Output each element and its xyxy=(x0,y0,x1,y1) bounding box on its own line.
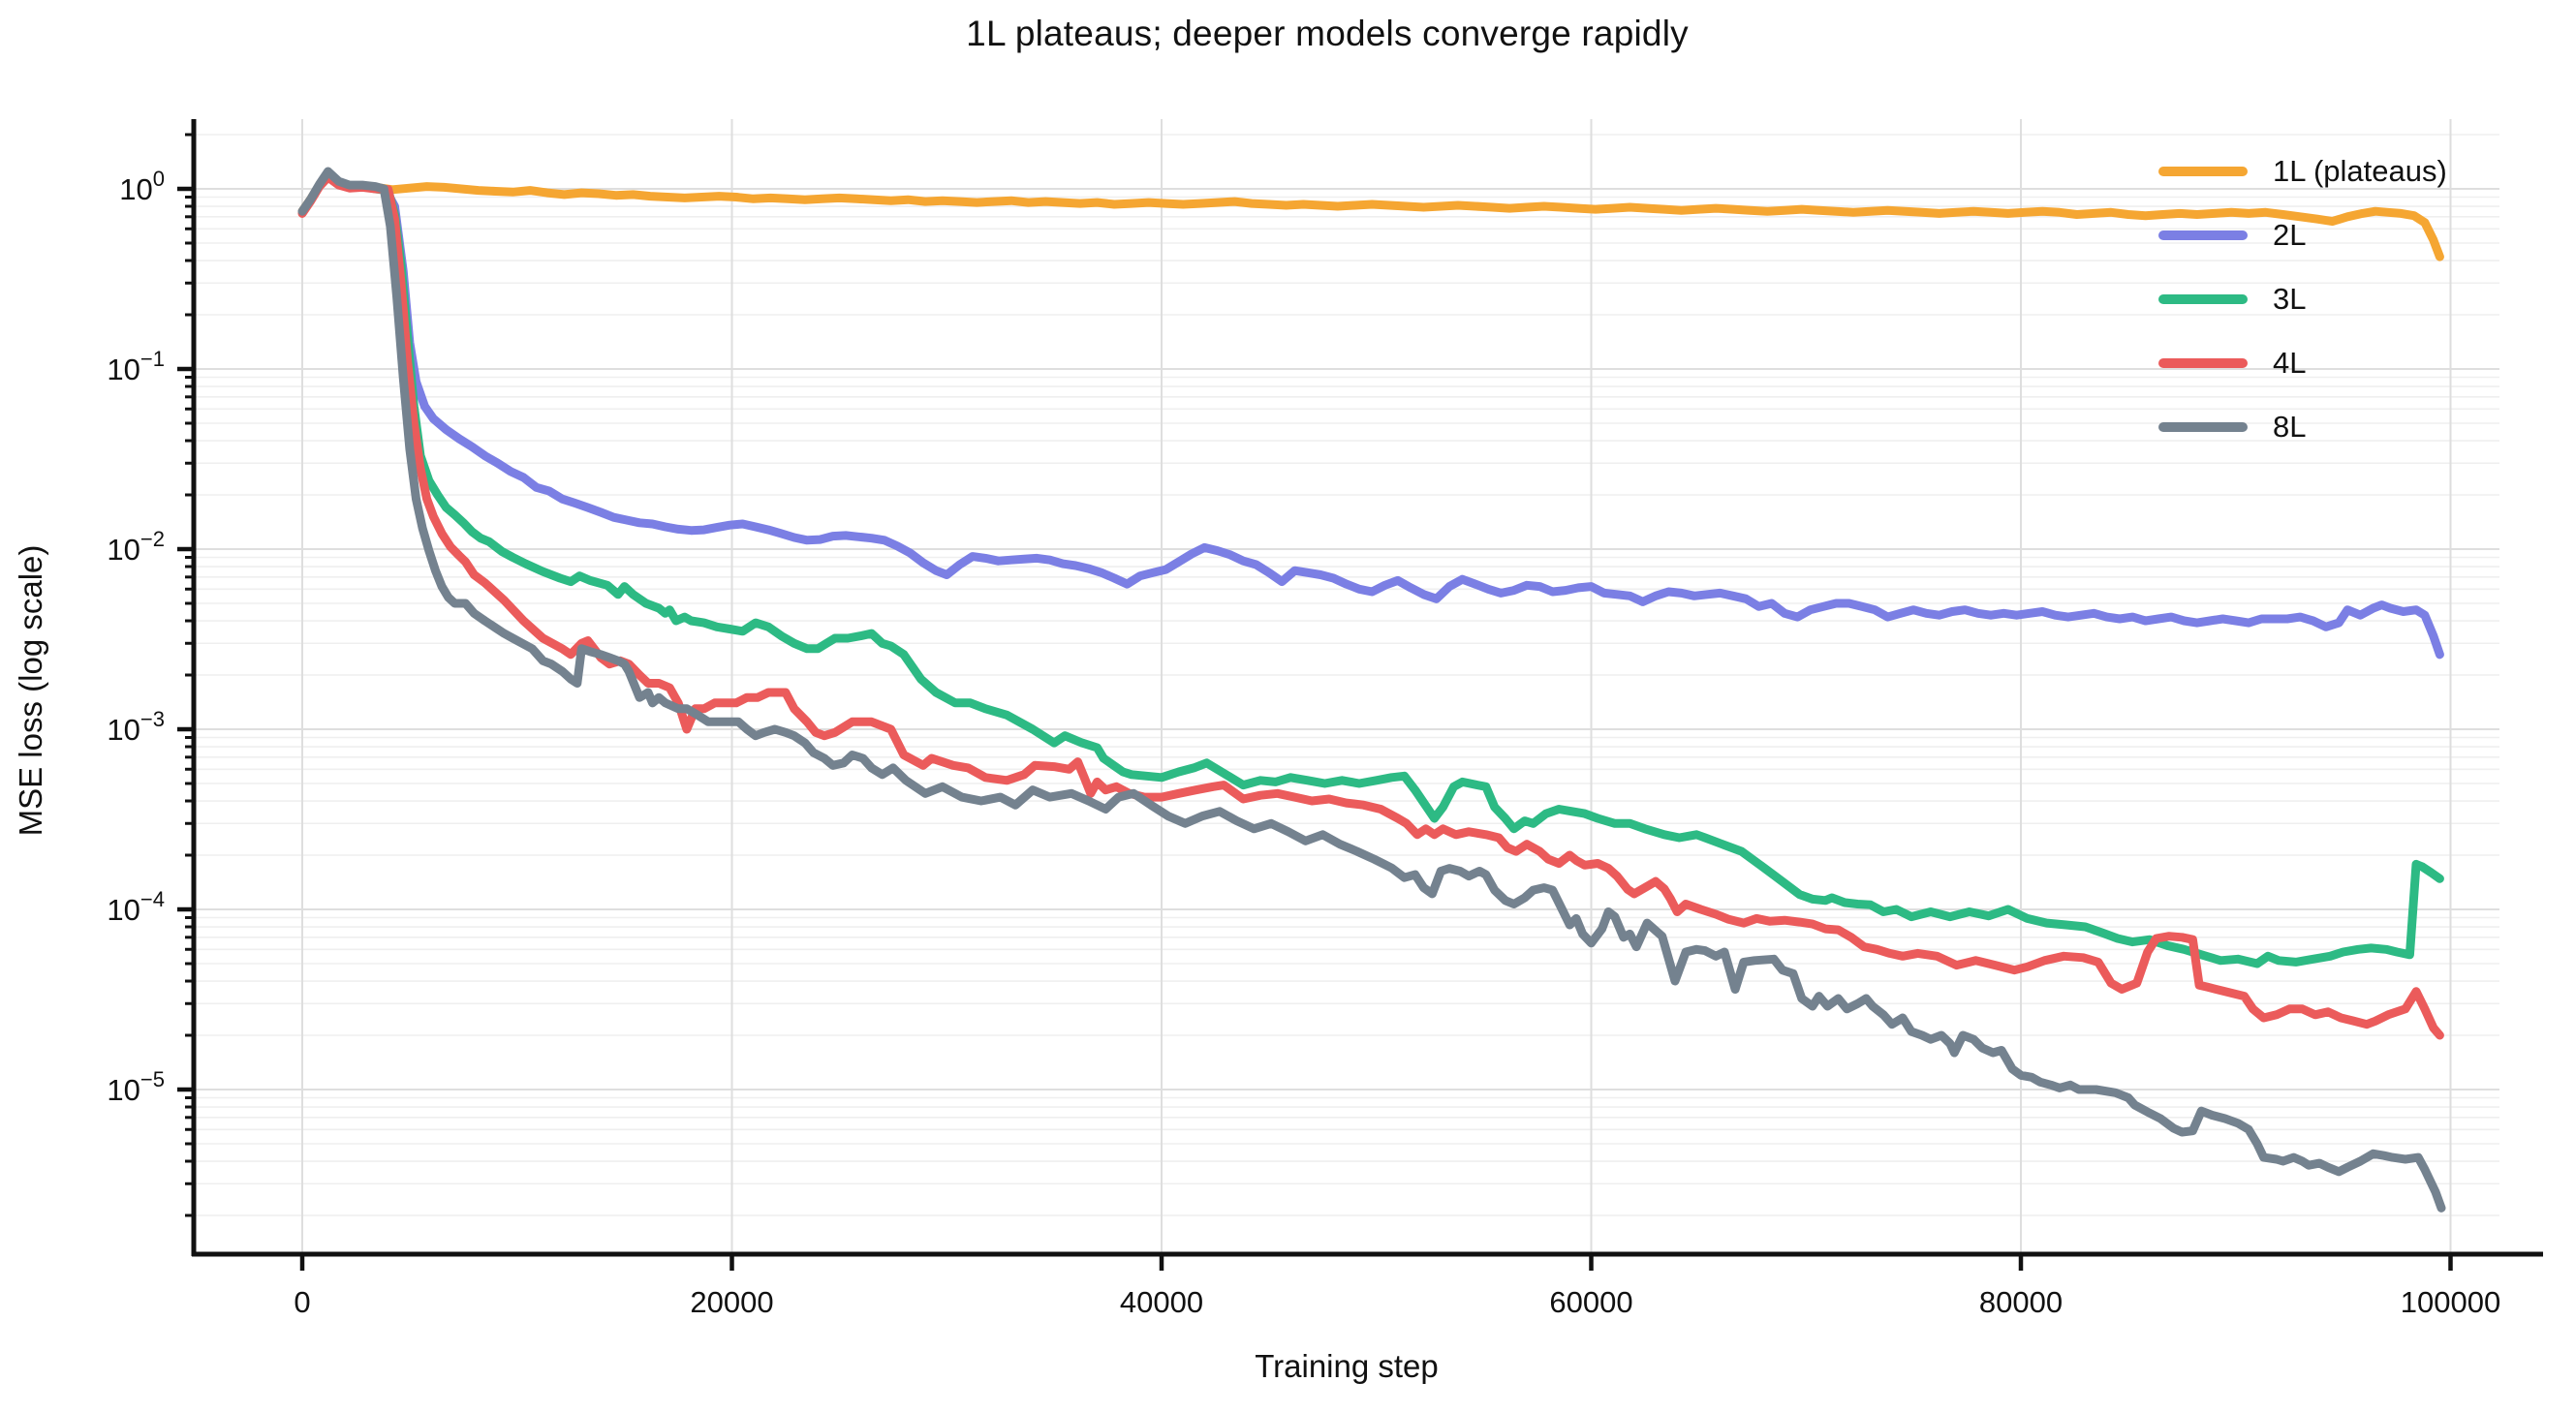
y-tick-label: 10−4 xyxy=(107,887,165,927)
y-tick-label: 10−2 xyxy=(107,527,165,567)
series-line-2l xyxy=(297,171,2444,660)
legend-entry-1l-plateaus-: 1L (plateaus) xyxy=(2158,151,2447,192)
series-line-1l-plateaus- xyxy=(297,169,2444,261)
legend-label: 4L xyxy=(2273,346,2307,380)
x-axis-label: Training step xyxy=(1255,1348,1439,1384)
y-tick-label: 10−1 xyxy=(107,347,165,386)
legend-line-swatch xyxy=(2158,230,2248,240)
x-tick-label: 20000 xyxy=(690,1285,773,1319)
legend: 1L (plateaus) 2L 3L 4L 8L xyxy=(2158,151,2447,447)
legend-line-swatch xyxy=(2158,167,2248,176)
legend-label: 8L xyxy=(2273,410,2307,444)
legend-label: 1L (plateaus) xyxy=(2273,154,2447,188)
legend-label: 3L xyxy=(2273,282,2307,316)
x-tick-label: 80000 xyxy=(1979,1285,2063,1319)
series-line-4l xyxy=(297,172,2444,1040)
y-tick-label: 10−5 xyxy=(107,1067,165,1107)
legend-entry-8l: 8L xyxy=(2158,407,2447,447)
legend-line-swatch xyxy=(2158,294,2248,304)
legend-entry-2l: 2L xyxy=(2158,215,2447,256)
series-line-3l xyxy=(297,171,2444,968)
y-tick-label: 100 xyxy=(119,167,165,206)
x-tick-label: 100000 xyxy=(2401,1285,2500,1319)
y-tick-label: 10−3 xyxy=(107,707,165,747)
legend-line-swatch xyxy=(2158,358,2248,368)
x-tick-label: 0 xyxy=(294,1285,310,1319)
legend-entry-3l: 3L xyxy=(2158,279,2447,320)
chart-title: 1L plateaus; deeper models converge rapi… xyxy=(966,14,1689,53)
x-tick-label: 40000 xyxy=(1120,1285,1203,1319)
x-tick-label: 60000 xyxy=(1549,1285,1632,1319)
series-line-8l xyxy=(297,167,2446,1213)
legend-label: 2L xyxy=(2273,218,2307,252)
legend-entry-4l: 4L xyxy=(2158,343,2447,384)
legend-line-swatch xyxy=(2158,422,2248,432)
